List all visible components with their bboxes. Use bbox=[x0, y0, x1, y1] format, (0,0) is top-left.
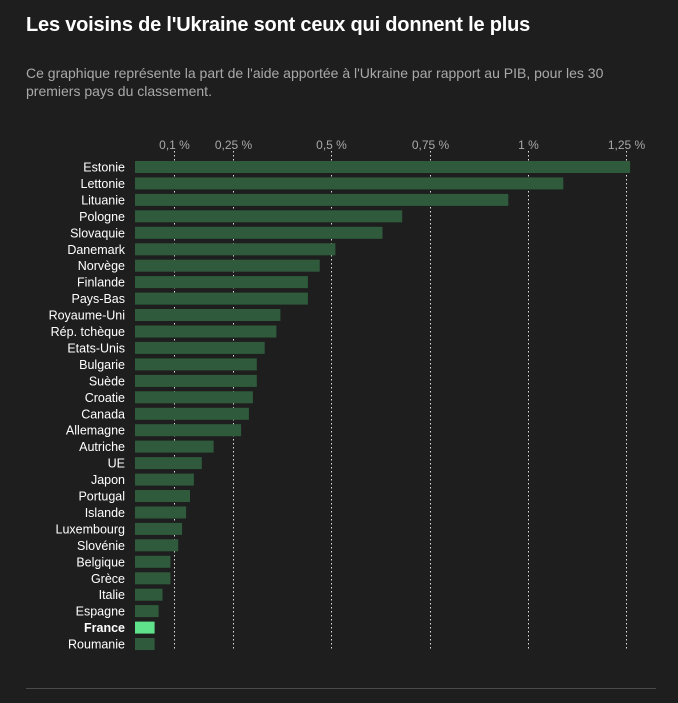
category-label: Lituanie bbox=[81, 193, 125, 207]
category-label: Portugal bbox=[78, 490, 125, 504]
bar bbox=[135, 358, 257, 371]
chart-subtitle: Ce graphique représente la part de l'aid… bbox=[26, 65, 604, 99]
category-label: Italie bbox=[99, 588, 125, 602]
category-label: Japon bbox=[91, 473, 125, 487]
x-tick-label: 0,25 % bbox=[215, 138, 253, 152]
bar bbox=[135, 210, 403, 223]
bar bbox=[135, 325, 277, 338]
bar bbox=[135, 457, 202, 470]
category-label: Allemagne bbox=[66, 424, 125, 438]
bar bbox=[135, 638, 155, 650]
x-tick-label: 0,75 % bbox=[412, 138, 450, 152]
bar bbox=[135, 621, 155, 634]
category-label: Grèce bbox=[91, 572, 125, 586]
category-label: Estonie bbox=[83, 161, 125, 175]
category-label: Islande bbox=[85, 506, 125, 520]
bar bbox=[135, 522, 183, 535]
x-tick-label: 1 % bbox=[518, 138, 539, 152]
category-label: Slovénie bbox=[77, 539, 125, 553]
x-tick-label: 0,5 % bbox=[316, 138, 347, 152]
bar bbox=[135, 243, 336, 256]
category-label: Royaume-Uni bbox=[49, 309, 125, 323]
bar bbox=[135, 490, 190, 502]
bar bbox=[135, 473, 194, 486]
category-label: Canada bbox=[81, 407, 125, 421]
bar bbox=[135, 539, 179, 552]
category-label: Norvège bbox=[78, 259, 125, 273]
bar bbox=[135, 177, 564, 190]
x-tick-label: 0,1 % bbox=[159, 138, 190, 152]
bar bbox=[135, 605, 159, 618]
category-label: Lettonie bbox=[81, 177, 126, 191]
bar bbox=[135, 226, 383, 239]
category-label: Slovaquie bbox=[70, 226, 125, 240]
bar bbox=[135, 506, 187, 519]
x-tick-label: 1,25 % bbox=[608, 138, 646, 152]
category-label: Finlande bbox=[77, 276, 125, 290]
category-label: Rép. tchèque bbox=[51, 325, 125, 339]
category-label: Luxembourg bbox=[56, 522, 126, 536]
category-label: Pologne bbox=[79, 210, 125, 224]
bar bbox=[135, 341, 265, 354]
bar bbox=[135, 391, 253, 404]
bar bbox=[135, 259, 320, 272]
category-label: Suède bbox=[89, 374, 125, 388]
bar bbox=[135, 555, 171, 568]
category-label: Danemark bbox=[67, 243, 125, 257]
category-label: Espagne bbox=[76, 605, 125, 619]
category-label: Roumanie bbox=[68, 638, 125, 652]
bar bbox=[135, 572, 171, 585]
bar bbox=[135, 193, 509, 206]
bar bbox=[135, 440, 214, 453]
bar bbox=[135, 161, 631, 173]
bar bbox=[135, 276, 308, 289]
category-label: France bbox=[84, 621, 125, 635]
category-label: UE bbox=[108, 457, 125, 471]
category-label: Autriche bbox=[79, 440, 125, 454]
category-label: Croatie bbox=[85, 391, 125, 405]
category-label: Pays-Bas bbox=[72, 292, 126, 306]
category-label: Etats-Unis bbox=[67, 341, 125, 355]
chart-title: Les voisins de l'Ukraine sont ceux qui d… bbox=[26, 14, 531, 36]
bar bbox=[135, 374, 257, 387]
bar bbox=[135, 292, 308, 305]
bar bbox=[135, 424, 242, 437]
bottom-divider bbox=[26, 688, 656, 689]
bar bbox=[135, 407, 249, 420]
bar bbox=[135, 309, 281, 321]
category-label: Belgique bbox=[76, 555, 125, 569]
category-label: Bulgarie bbox=[79, 358, 125, 372]
bar bbox=[135, 588, 163, 601]
